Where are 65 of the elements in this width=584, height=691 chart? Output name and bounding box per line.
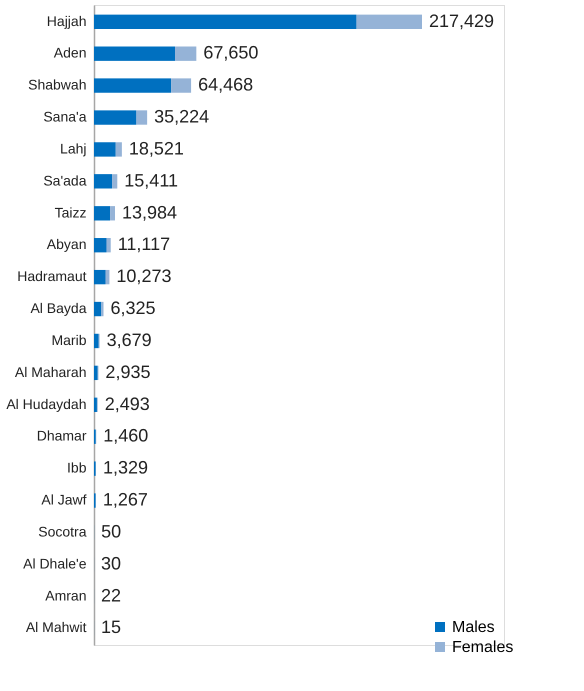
y-tick-label: Lahj [60, 140, 86, 156]
y-tick-label: Taizz [54, 204, 86, 220]
bar [106, 238, 111, 252]
bar [112, 174, 118, 189]
annotation: 3,679 [106, 330, 152, 350]
annotation: 2,935 [105, 362, 150, 382]
bar [175, 46, 196, 61]
bar [94, 206, 110, 220]
bar [94, 398, 97, 412]
y-tick-label: Amran [45, 587, 86, 604]
annotation: 67,650 [203, 42, 258, 63]
bar [101, 302, 104, 316]
y-tick-label: Dhamar [36, 428, 87, 444]
y-tick-label: Al Bayda [30, 300, 87, 316]
annotation: 35,224 [154, 106, 210, 127]
bar [94, 14, 356, 29]
y-tick-label: Al Mahwit [26, 619, 87, 636]
bar [105, 270, 110, 284]
annotation: 50 [101, 521, 122, 542]
text: 217,429 [429, 10, 494, 31]
bar [94, 366, 98, 380]
bar [110, 206, 115, 220]
annotation: 10,273 [116, 266, 172, 286]
annotation: 1,329 [103, 458, 148, 478]
annotation: 64,468 [198, 74, 254, 95]
y-tick-label: Al Dhale'e [23, 555, 87, 572]
bar [94, 46, 176, 61]
annotation: 13,984 [122, 202, 178, 222]
y-tick-label: Sa'ada [43, 172, 87, 188]
annotation: 15 [101, 617, 122, 638]
annotation: 15,411 [124, 170, 178, 190]
y-tick-label: Hajjah [46, 12, 86, 29]
y-tick-label: Aden [54, 44, 86, 61]
bar [94, 334, 99, 348]
y-tick-label: Marib [51, 332, 87, 348]
annotation: 11,117 [118, 234, 170, 254]
bar [171, 78, 192, 93]
y-tick-label: Socotra [38, 523, 87, 540]
legend-label: Males [452, 619, 495, 636]
legend-label: Females [452, 639, 514, 656]
bar [94, 238, 106, 252]
y-tick-label: Abyan [46, 236, 86, 252]
bar [94, 142, 116, 157]
y-tick-label: Al Jawf [41, 492, 87, 508]
annotation: 18,521 [128, 138, 184, 158]
bar [94, 174, 112, 189]
bar [94, 302, 102, 316]
bar [94, 78, 172, 93]
annotation: 1,460 [103, 426, 148, 446]
bar [94, 110, 136, 125]
y-tick-label: Ibb [67, 460, 87, 476]
y-tick-label: Shabwah [28, 76, 86, 93]
y-tick-label: Sana'a [43, 108, 87, 125]
annotation: 30 [101, 553, 122, 574]
annotation: 6,325 [110, 298, 156, 318]
bar [116, 142, 122, 157]
y-tick-label: Hadramaut [17, 268, 87, 284]
y-tick-label: Al Hudaydah [6, 396, 86, 412]
annotation: 22 [101, 585, 122, 606]
y-tick-label: Al Maharah [14, 364, 86, 380]
bar [356, 14, 422, 29]
bar [94, 270, 106, 284]
bar [136, 110, 148, 125]
annotation: 1,267 [102, 490, 148, 510]
annotation: 2,493 [104, 394, 150, 414]
